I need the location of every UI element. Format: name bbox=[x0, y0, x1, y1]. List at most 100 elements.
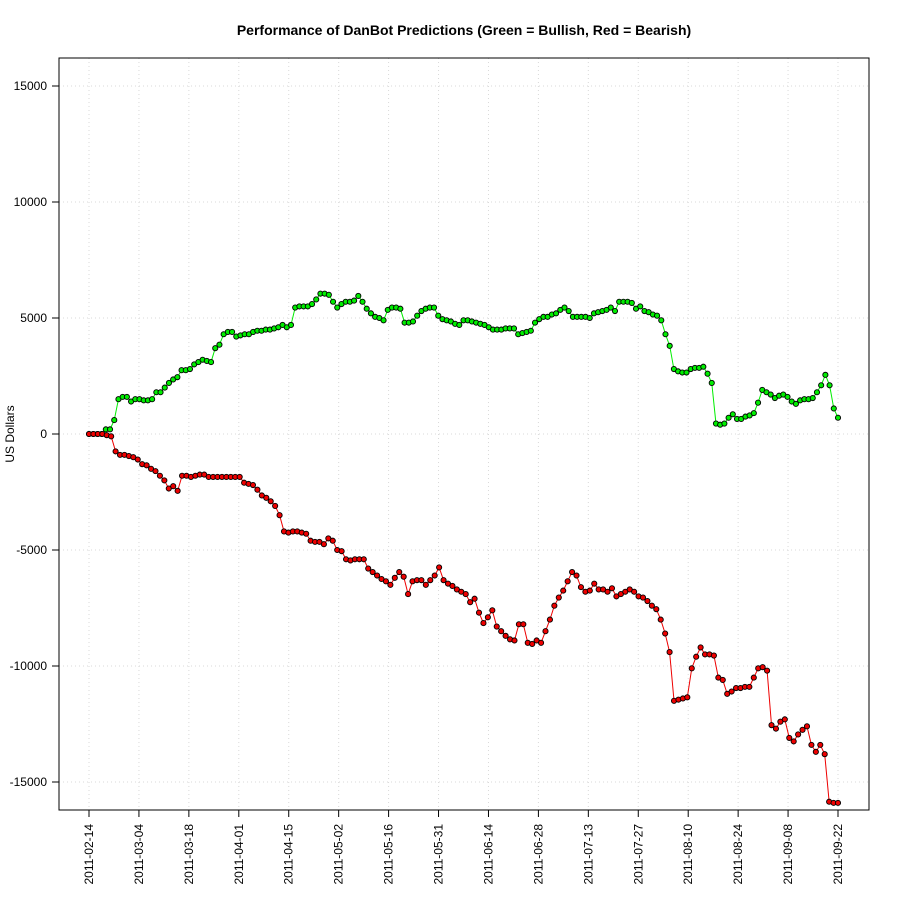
data-point bbox=[387, 581, 394, 588]
data-point bbox=[149, 396, 156, 403]
data-point bbox=[637, 303, 644, 310]
data-point bbox=[822, 371, 829, 378]
data-point bbox=[693, 653, 700, 660]
data-point bbox=[728, 688, 735, 695]
data-point bbox=[254, 486, 261, 493]
series bbox=[85, 290, 842, 806]
data-point bbox=[821, 751, 828, 758]
y-tick-label: -15000 bbox=[10, 775, 48, 789]
data-point bbox=[471, 595, 478, 602]
y-tick-label: 15000 bbox=[14, 79, 48, 93]
data-point bbox=[249, 481, 257, 489]
data-point bbox=[746, 683, 753, 690]
data-point bbox=[826, 382, 833, 389]
data-point bbox=[380, 317, 387, 324]
data-point bbox=[489, 607, 496, 614]
data-point bbox=[430, 304, 438, 311]
data-point bbox=[157, 389, 164, 396]
data-point bbox=[662, 331, 669, 338]
data-point bbox=[586, 314, 593, 322]
data-point bbox=[134, 456, 141, 463]
data-point bbox=[367, 310, 374, 317]
data-point bbox=[704, 370, 711, 377]
data-point bbox=[729, 411, 736, 418]
data-point bbox=[397, 305, 404, 312]
data-point bbox=[604, 588, 611, 595]
data-point bbox=[654, 312, 661, 319]
data-point bbox=[422, 581, 429, 588]
y-axis-label: US Dollars bbox=[3, 405, 17, 462]
data-point bbox=[586, 587, 593, 594]
data-point bbox=[538, 639, 545, 646]
data-point bbox=[569, 568, 576, 576]
data-point bbox=[564, 578, 571, 585]
data-point bbox=[436, 564, 443, 571]
data-point bbox=[123, 393, 130, 400]
data-point bbox=[359, 298, 366, 305]
x-tick-label: 2011-09-22 bbox=[831, 824, 845, 885]
data-point bbox=[165, 379, 172, 387]
data-point bbox=[414, 312, 421, 319]
data-point bbox=[725, 414, 732, 421]
data-point bbox=[644, 597, 651, 605]
y-tick-label: -10000 bbox=[10, 659, 48, 673]
data-point bbox=[520, 621, 527, 628]
data-point bbox=[365, 565, 372, 572]
data-point bbox=[161, 384, 168, 391]
data-point bbox=[320, 541, 327, 548]
x-tick-label: 2011-06-14 bbox=[481, 824, 495, 885]
data-point bbox=[573, 572, 580, 579]
data-point bbox=[542, 628, 549, 635]
data-point bbox=[653, 606, 660, 613]
x-tick-label: 2011-05-02 bbox=[332, 824, 346, 885]
series-0 bbox=[85, 290, 842, 438]
data-point bbox=[462, 591, 469, 598]
x-tick-label: 2011-04-15 bbox=[282, 824, 296, 885]
data-point bbox=[161, 477, 168, 484]
data-point bbox=[511, 637, 518, 644]
x-tick-label: 2011-09-08 bbox=[781, 824, 795, 885]
data-point bbox=[174, 374, 181, 381]
y-tick-label: 10000 bbox=[14, 195, 48, 209]
data-point bbox=[186, 365, 194, 373]
data-point bbox=[351, 297, 358, 304]
data-point bbox=[546, 616, 553, 623]
data-point bbox=[531, 319, 539, 326]
grid bbox=[59, 58, 869, 810]
series-1 bbox=[85, 430, 842, 806]
data-point bbox=[658, 317, 665, 324]
data-point bbox=[502, 632, 509, 639]
data-point bbox=[330, 298, 337, 305]
data-point bbox=[475, 609, 483, 616]
data-point bbox=[405, 591, 412, 598]
data-point bbox=[418, 577, 425, 584]
data-point bbox=[360, 556, 367, 563]
data-point bbox=[708, 379, 715, 387]
data-point bbox=[648, 602, 655, 609]
data-point bbox=[555, 594, 562, 601]
data-point bbox=[684, 694, 691, 701]
y-tick-label: 0 bbox=[40, 427, 47, 441]
data-point bbox=[355, 292, 362, 300]
y-axis: 15000 10000 5000 0 -5000 -10000 -15000 bbox=[10, 79, 59, 789]
data-point bbox=[683, 369, 690, 376]
data-point bbox=[817, 741, 824, 748]
series-line bbox=[89, 293, 839, 435]
data-point bbox=[527, 327, 534, 334]
data-point bbox=[639, 594, 647, 601]
data-point bbox=[790, 738, 797, 745]
x-tick-label: 2011-03-04 bbox=[132, 824, 146, 885]
data-point bbox=[662, 630, 669, 637]
data-point bbox=[152, 468, 159, 475]
x-tick-label: 2011-07-27 bbox=[631, 824, 645, 885]
data-point bbox=[409, 318, 417, 325]
data-point bbox=[809, 394, 816, 402]
x-tick-label: 2011-03-18 bbox=[182, 824, 196, 885]
data-point bbox=[467, 599, 474, 606]
data-point bbox=[156, 472, 163, 479]
data-point bbox=[799, 726, 806, 733]
data-point bbox=[174, 487, 181, 494]
data-point bbox=[329, 537, 336, 544]
data-point bbox=[767, 391, 774, 398]
